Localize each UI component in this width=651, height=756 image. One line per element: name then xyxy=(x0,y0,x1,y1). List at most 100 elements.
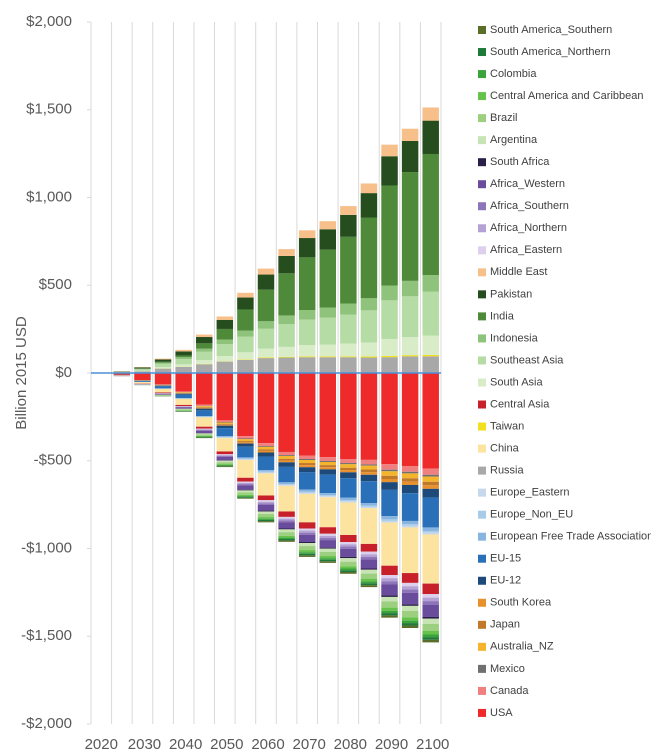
bar-segment xyxy=(278,518,295,521)
legend-swatch xyxy=(478,708,486,717)
bar-segment xyxy=(237,446,254,458)
bar-segment xyxy=(257,495,275,501)
bar-segment xyxy=(319,317,336,345)
bar-segment xyxy=(360,503,378,506)
legend-swatch xyxy=(478,686,486,695)
bar-segment xyxy=(401,604,419,606)
bar-segment xyxy=(360,469,378,473)
x-tick-label: 2030 xyxy=(128,736,161,753)
bar-segment xyxy=(381,300,398,339)
bar-segment xyxy=(196,406,213,408)
bar-segment xyxy=(278,466,295,483)
bar-segment xyxy=(298,555,316,557)
bar-segment xyxy=(257,518,275,520)
bar-segment xyxy=(298,492,316,494)
bar-segment xyxy=(257,321,275,329)
bar-segment xyxy=(401,623,419,626)
bar-segment xyxy=(422,601,439,605)
bar-segment xyxy=(175,392,192,394)
bar-segment xyxy=(319,344,336,357)
bar-segment xyxy=(401,582,419,587)
bar-segment xyxy=(175,398,192,405)
bar-segment xyxy=(175,357,192,360)
bar-segment xyxy=(196,437,213,439)
bar-segment xyxy=(134,368,151,370)
bar-segment xyxy=(340,500,357,502)
bar-segment xyxy=(381,464,398,470)
bar-segment xyxy=(422,335,439,355)
bar-segment xyxy=(278,520,295,523)
bar-segment xyxy=(237,477,254,482)
bar-segment xyxy=(319,356,336,358)
bar-segment xyxy=(381,607,398,611)
bar-segment xyxy=(381,610,398,614)
y-axis-label: Billion 2015 USD xyxy=(13,316,30,430)
bar-segment xyxy=(175,404,192,407)
bar-segment xyxy=(381,144,398,157)
legend-label: Argentina xyxy=(490,134,538,146)
bar-segment xyxy=(319,547,336,549)
bar-segment xyxy=(216,339,234,345)
bar-segment xyxy=(216,466,234,468)
legend-swatch xyxy=(478,444,486,453)
bar-segment xyxy=(422,373,439,469)
bar-segment xyxy=(360,506,378,509)
bar-segment xyxy=(298,463,316,466)
bar-segment xyxy=(216,462,234,465)
bar-segment xyxy=(298,493,316,523)
bar-segment xyxy=(360,298,378,311)
bar-segment xyxy=(237,297,254,310)
bar-segment xyxy=(257,517,275,519)
bar-segment xyxy=(401,128,419,141)
bar-segment xyxy=(422,532,439,535)
bar-segment xyxy=(340,548,357,557)
bar-segment xyxy=(422,354,439,357)
bar-segment xyxy=(340,463,357,465)
bar-segment xyxy=(237,489,254,491)
bar-segment xyxy=(278,357,295,373)
bar-segment xyxy=(237,460,254,478)
legend-swatch xyxy=(478,268,486,277)
bar-segment xyxy=(360,481,378,504)
legend-label: Mexico xyxy=(490,663,525,675)
bar-segment xyxy=(401,605,419,611)
bar-segment xyxy=(175,351,192,356)
legend-swatch xyxy=(478,466,486,475)
bar-segment xyxy=(216,454,234,456)
bar-segment xyxy=(381,581,398,585)
bar-segment xyxy=(216,420,234,422)
legend-swatch xyxy=(478,290,486,299)
bar-segment xyxy=(401,524,419,526)
bar-segment xyxy=(278,356,295,358)
bar-segment xyxy=(237,485,254,490)
bar-segment xyxy=(360,193,378,218)
bar-segment xyxy=(422,485,439,489)
bar-segment xyxy=(237,484,254,486)
bar-segment xyxy=(319,558,336,560)
bar-segment xyxy=(196,430,213,431)
bar-segment xyxy=(401,140,419,173)
x-tick-label: 2060 xyxy=(251,736,284,753)
bar-segment xyxy=(196,348,213,352)
bar-segment xyxy=(257,358,275,373)
bar-segment xyxy=(340,502,357,535)
bar-segment xyxy=(237,443,254,447)
bar-segment xyxy=(216,424,234,426)
bar-segment xyxy=(298,458,316,461)
bar-segment xyxy=(340,542,357,545)
bar-segment xyxy=(196,334,213,338)
bar-segment xyxy=(257,289,275,322)
bar-segment xyxy=(154,368,172,373)
bar-segment xyxy=(196,437,213,438)
legend-label: Africa_Western xyxy=(490,178,565,190)
bar-segment xyxy=(257,328,275,349)
bar-segment xyxy=(257,450,275,453)
legend-label: European Free Trade Association xyxy=(490,531,651,543)
bar-segment xyxy=(278,535,295,538)
legend-swatch xyxy=(478,620,486,629)
bar-segment xyxy=(401,625,419,629)
legend-label: Russia xyxy=(490,465,525,477)
bar-segment xyxy=(196,417,213,427)
bar-segment xyxy=(278,315,295,325)
